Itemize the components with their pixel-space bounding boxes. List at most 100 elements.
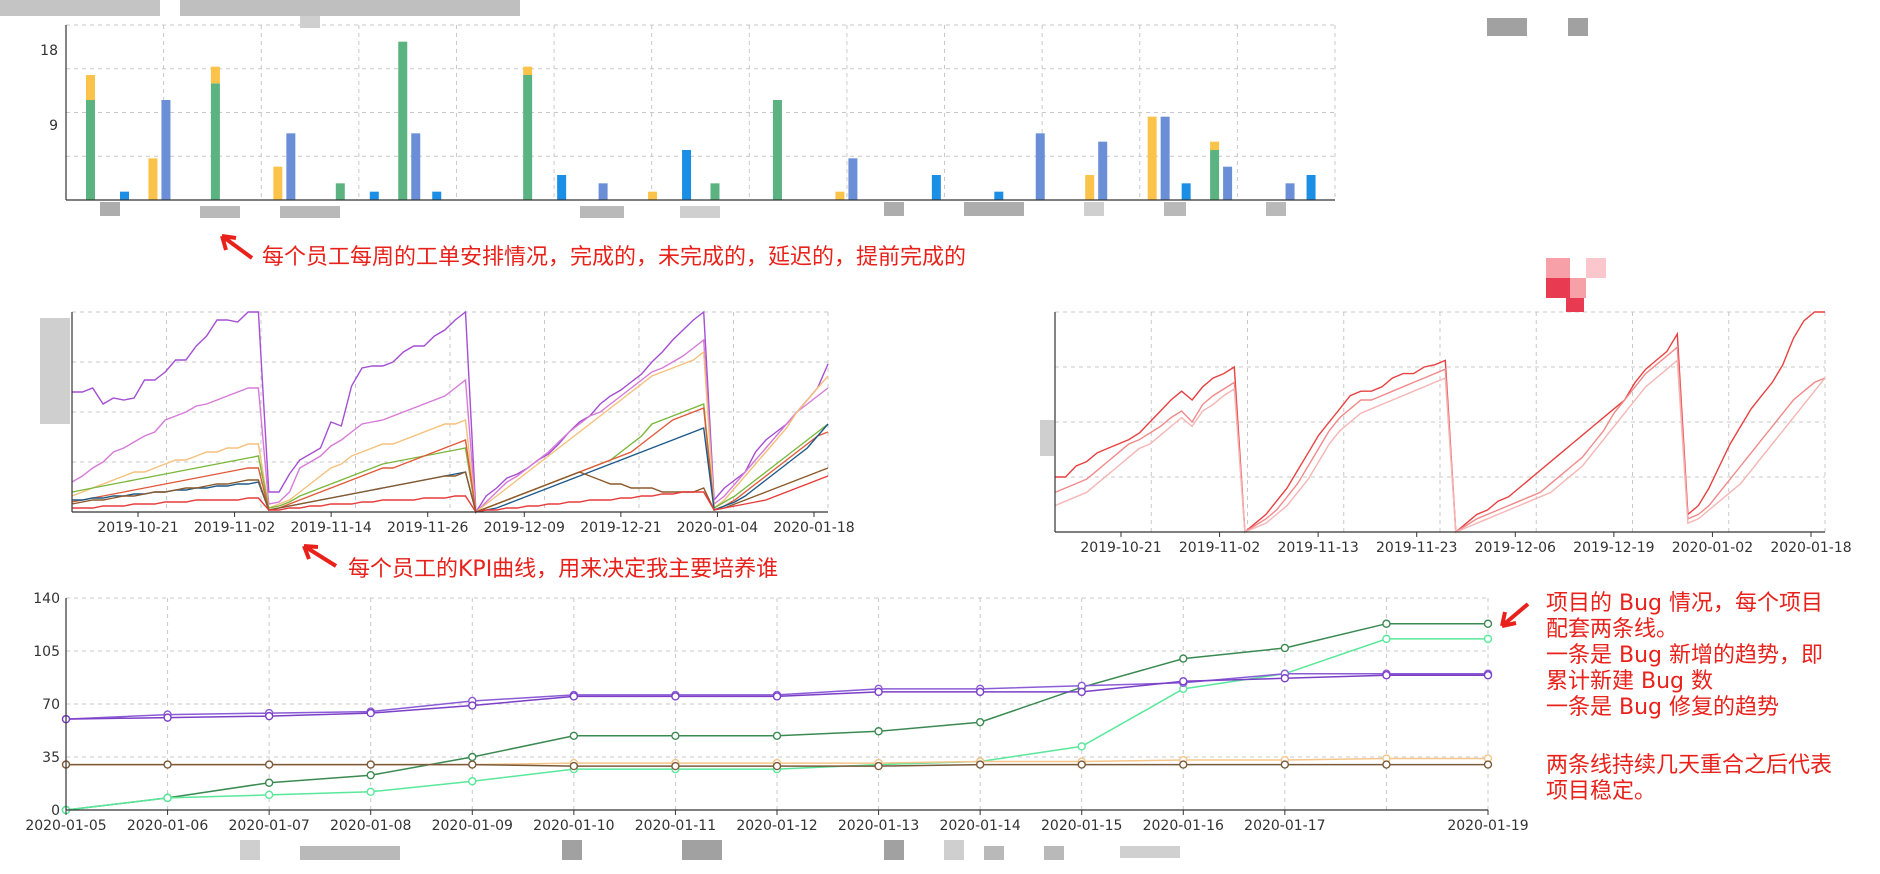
bug-point xyxy=(1483,760,1493,769)
red-x-tick-label: 2019-12-19 xyxy=(1573,540,1654,556)
red-x-tick-label: 2019-12-06 xyxy=(1475,540,1556,556)
bug-point xyxy=(468,701,477,710)
bug-point xyxy=(264,760,274,769)
bug-point xyxy=(1179,760,1188,769)
red-series-line xyxy=(1054,358,1826,534)
arrow-kpi-icon xyxy=(302,544,338,568)
bug-point xyxy=(1483,634,1493,644)
bar-unfinished xyxy=(1085,175,1095,200)
bug-x-tick-label: 2020-01-08 xyxy=(330,818,411,834)
bug-point xyxy=(1382,634,1391,644)
red-trend-lines xyxy=(1054,311,1826,534)
bar-early xyxy=(369,191,379,200)
kpi-lines xyxy=(71,310,829,515)
bug-point xyxy=(569,692,579,701)
bug-x-tick-label: 2020-01-16 xyxy=(1143,818,1224,834)
weekly-y-tick-label: 9 xyxy=(49,118,58,134)
bug-x-tick-label: 2020-01-10 xyxy=(533,818,614,834)
red-trend-grid xyxy=(1054,311,1826,533)
weekly-y-tick-label: 18 xyxy=(40,43,58,59)
bug-point xyxy=(163,713,172,722)
bug-point xyxy=(569,731,579,740)
bar-done xyxy=(86,100,95,200)
bar-unfinished xyxy=(210,66,220,84)
annotation-bug-line-2: 配套两条线。 xyxy=(1546,617,1678,642)
kpi-x-tick-label: 2019-11-02 xyxy=(194,520,275,536)
red-x-tick-label: 2019-11-02 xyxy=(1179,540,1260,556)
bug-y-tick-label: 35 xyxy=(42,750,60,766)
bug-point xyxy=(671,731,680,740)
bug-point xyxy=(772,761,782,771)
bar-early xyxy=(1181,183,1191,200)
kpi-x-tick-label: 2019-12-21 xyxy=(580,520,661,536)
bug-point xyxy=(366,708,375,718)
bug-grid xyxy=(65,597,1489,811)
bug-point xyxy=(366,787,375,797)
bar-done xyxy=(710,183,720,200)
bar-early xyxy=(432,191,442,200)
red-x-tick-label: 2020-01-18 xyxy=(1770,540,1851,556)
bar-early xyxy=(931,175,941,200)
bug-point xyxy=(1077,760,1086,769)
bug-x-tick-label: 2020-01-15 xyxy=(1041,818,1122,834)
bug-point xyxy=(975,687,985,697)
bug-point xyxy=(1179,677,1188,686)
kpi-x-ticks: 2019-10-21 2019-11-02 2019-11-14 2019-11-26… xyxy=(97,512,855,536)
bar-unfinished xyxy=(86,75,95,100)
bug-y-tick-label: 70 xyxy=(42,697,60,713)
bar-unfinished xyxy=(148,158,158,200)
bug-point xyxy=(1382,619,1391,628)
bug-x-tick-label: 2020-01-13 xyxy=(838,818,919,834)
bar-delayed xyxy=(848,158,858,200)
bar-delayed xyxy=(1223,166,1233,200)
bug-point xyxy=(671,692,680,701)
bar-delayed xyxy=(411,133,421,200)
annotation-weekly: 每个员工每周的工单安排情况，完成的，未完成的，延迟的，提前完成的 xyxy=(262,245,966,270)
bug-point xyxy=(874,727,883,736)
bug-x-tick-label: 2020-01-11 xyxy=(635,818,716,834)
arrow-bug-icon xyxy=(1500,602,1530,628)
bug-x-tick-label: 2020-01-17 xyxy=(1244,818,1325,834)
bug-point xyxy=(1483,619,1493,628)
bug-point xyxy=(1483,671,1493,680)
bug-y-tick-label: 0 xyxy=(51,803,60,819)
bug-y-tick-label: 140 xyxy=(33,591,60,607)
bug-point xyxy=(569,761,579,771)
bug-point xyxy=(975,717,985,727)
bug-point xyxy=(163,793,172,803)
bar-done xyxy=(523,75,533,200)
weekly-grid xyxy=(65,24,1336,201)
bug-point xyxy=(772,731,782,740)
kpi-series-line xyxy=(71,407,829,513)
bug-point xyxy=(366,770,375,780)
annotation-bug-line-6: 两条线持续几天重合之后代表 xyxy=(1546,753,1832,778)
annotation-bug-line-1: 项目的 Bug 情况，每个项目 xyxy=(1546,591,1823,616)
bug-x-tick-label: 2020-01-09 xyxy=(432,818,513,834)
bar-early xyxy=(1306,175,1316,200)
bar-early xyxy=(120,191,129,200)
bug-y-tick-label: 105 xyxy=(33,644,60,660)
bar-unfinished xyxy=(1210,141,1220,150)
annotation-bug-line-5: 一条是 Bug 修复的趋势 xyxy=(1546,695,1779,720)
bar-unfinished xyxy=(835,191,845,200)
bug-x-tick-label: 2020-01-05 xyxy=(25,818,106,834)
red-trend-chart: 2019-10-21 2019-11-02 2019-11-13 2019-11-23… xyxy=(1054,311,1852,556)
bar-done xyxy=(1210,150,1220,200)
kpi-series-line xyxy=(71,467,829,513)
bug-point xyxy=(163,760,172,769)
bug-point xyxy=(1280,760,1290,769)
bar-unfinished xyxy=(273,166,283,200)
bug-x-tick-label: 2020-01-07 xyxy=(228,818,309,834)
bar-early xyxy=(682,150,692,200)
kpi-chart: 2019-10-21 2019-11-02 2019-11-14 2019-11-26… xyxy=(71,310,855,536)
bug-point xyxy=(264,790,274,800)
bug-x-tick-label: 2020-01-06 xyxy=(127,818,208,834)
bug-point xyxy=(671,761,680,771)
kpi-x-tick-label: 2019-11-14 xyxy=(290,520,371,536)
bar-early xyxy=(994,191,1004,200)
bar-unfinished xyxy=(648,191,658,200)
annotation-arrows xyxy=(220,234,1530,628)
red-x-tick-label: 2019-10-21 xyxy=(1080,540,1161,556)
bug-x-tick-label: 2020-01-12 xyxy=(736,818,817,834)
